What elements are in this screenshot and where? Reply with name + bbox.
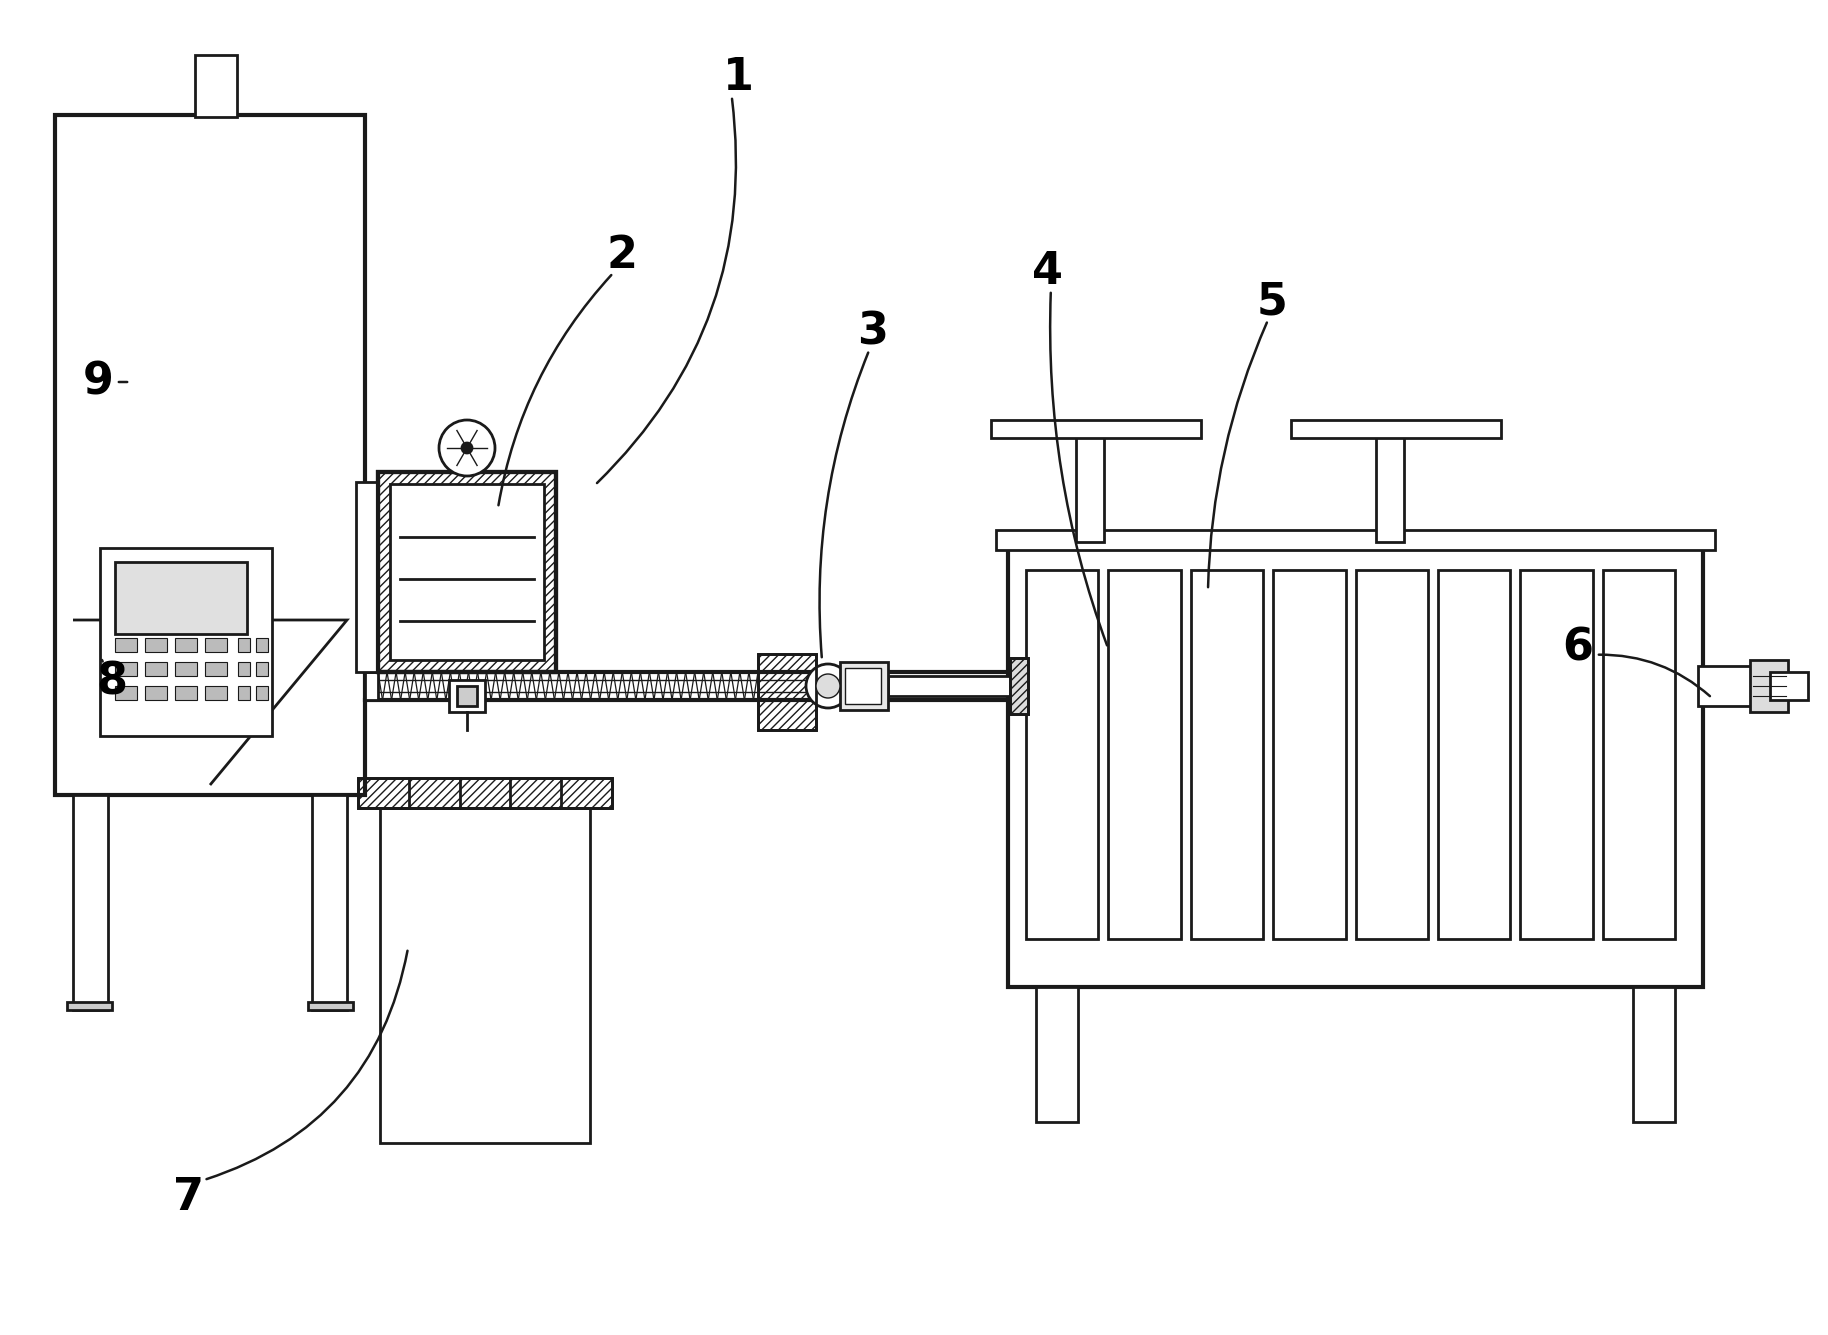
Bar: [205, 662, 227, 676]
Bar: [1077, 434, 1104, 542]
Bar: [175, 662, 197, 676]
Text: 2: 2: [607, 234, 638, 276]
Bar: [1770, 672, 1808, 700]
Text: 3: 3: [857, 311, 887, 354]
Text: 6: 6: [1563, 626, 1594, 669]
Bar: [1439, 570, 1510, 939]
Bar: [175, 686, 197, 700]
Text: 7: 7: [172, 1176, 203, 1219]
Bar: [1026, 570, 1099, 939]
Bar: [1521, 570, 1592, 939]
Bar: [1356, 570, 1428, 939]
Circle shape: [439, 421, 495, 477]
Bar: [1036, 987, 1079, 1121]
Bar: [1749, 659, 1788, 712]
Bar: [1007, 542, 1704, 987]
Circle shape: [815, 674, 841, 698]
Bar: [1376, 434, 1404, 542]
Bar: [1603, 570, 1674, 939]
Bar: [238, 638, 250, 651]
Bar: [238, 686, 250, 700]
Bar: [1632, 987, 1674, 1121]
Bar: [1190, 570, 1263, 939]
Bar: [389, 485, 545, 659]
Bar: [358, 778, 612, 808]
Bar: [144, 686, 166, 700]
Bar: [378, 473, 556, 672]
Bar: [55, 115, 366, 796]
Bar: [841, 662, 888, 710]
Circle shape: [462, 443, 472, 453]
Bar: [175, 638, 197, 651]
Bar: [313, 796, 347, 1011]
Circle shape: [806, 663, 850, 708]
Bar: [380, 808, 590, 1143]
Text: 9: 9: [82, 360, 113, 403]
Bar: [1011, 658, 1027, 714]
Text: 4: 4: [1033, 251, 1064, 294]
Bar: [115, 662, 137, 676]
Bar: [1291, 421, 1501, 438]
Bar: [759, 654, 815, 730]
Bar: [358, 778, 612, 808]
Bar: [115, 638, 137, 651]
Bar: [115, 562, 247, 634]
Bar: [144, 662, 166, 676]
Bar: [759, 654, 815, 730]
Bar: [196, 55, 238, 117]
Bar: [256, 638, 269, 651]
Bar: [101, 547, 272, 736]
Bar: [256, 662, 269, 676]
Bar: [256, 686, 269, 700]
Text: 5: 5: [1256, 280, 1287, 323]
Bar: [450, 680, 484, 712]
Bar: [1108, 570, 1181, 939]
Bar: [205, 638, 227, 651]
Bar: [457, 686, 477, 706]
Bar: [68, 1003, 112, 1011]
Bar: [238, 662, 250, 676]
Bar: [1011, 658, 1027, 714]
Bar: [205, 686, 227, 700]
Bar: [366, 672, 378, 700]
Bar: [73, 796, 108, 1011]
Bar: [996, 530, 1715, 550]
Bar: [991, 421, 1201, 438]
Bar: [378, 473, 556, 672]
Text: 1: 1: [722, 56, 753, 100]
Bar: [1698, 666, 1782, 706]
Bar: [144, 638, 166, 651]
Bar: [845, 668, 881, 704]
Bar: [888, 676, 1013, 696]
Bar: [356, 482, 378, 672]
Bar: [115, 686, 137, 700]
Bar: [307, 1003, 353, 1011]
Bar: [1272, 570, 1345, 939]
Text: 8: 8: [97, 661, 128, 704]
